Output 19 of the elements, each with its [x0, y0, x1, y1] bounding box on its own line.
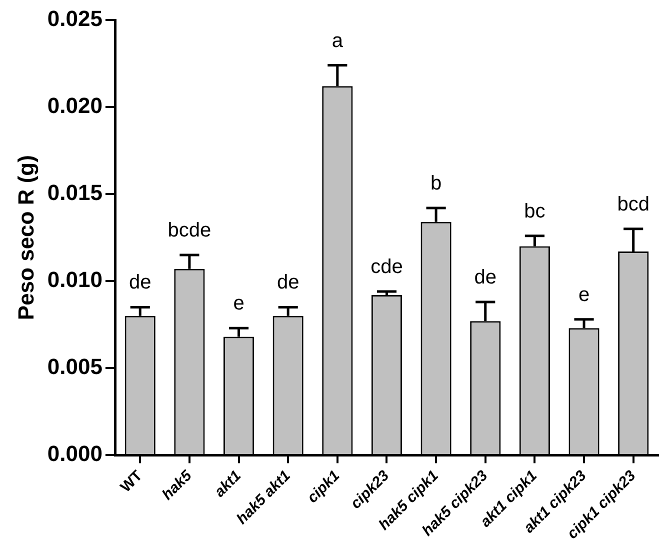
annotation: b — [430, 172, 442, 195]
annotation: e — [578, 284, 590, 306]
y-tick-label: 0.005 — [47, 354, 102, 380]
annotation: bcd — [617, 193, 650, 216]
annotation: de — [128, 272, 152, 294]
y-tick-label: 0.015 — [47, 180, 102, 206]
annotation: de — [474, 266, 496, 289]
y-tick-label: 0.000 — [47, 441, 102, 466]
y-axis-title: Peso seco R (g) — [13, 155, 38, 320]
annotation: a — [332, 30, 344, 52]
annotation: e — [233, 292, 244, 315]
y-tick-label: 0.010 — [47, 267, 102, 292]
annotation: bc — [524, 200, 546, 222]
x-tick-label: WT — [117, 467, 146, 496]
annotation: de — [276, 272, 300, 294]
annotation: cde — [370, 256, 403, 278]
y-tick-label: 0.025 — [47, 6, 102, 32]
y-tick-label: 0.020 — [47, 93, 102, 118]
annotation: bcde — [168, 220, 212, 242]
